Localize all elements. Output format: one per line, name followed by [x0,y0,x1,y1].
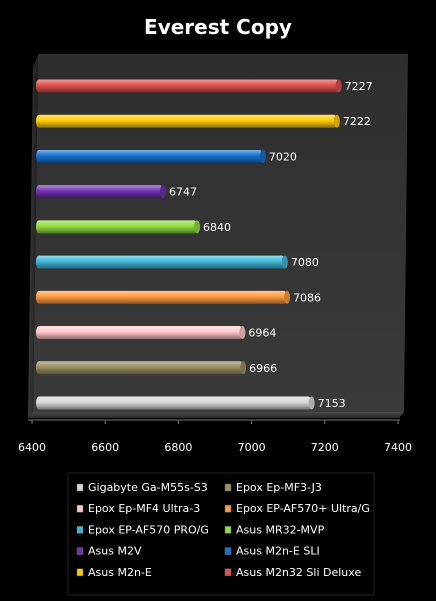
bar-value-label: 6747 [169,186,197,199]
legend-frame [67,472,375,596]
legend-swatch [76,504,84,513]
legend-label: Asus M2n-E SLI [236,545,320,558]
legend-swatch [76,547,84,555]
plot-back-wall [33,54,408,412]
bar-end-cap [284,290,291,304]
legend-swatch [76,568,84,577]
bars-group [36,79,342,410]
bar [36,361,244,375]
legend-label: Epox Ep-MF4 Ultra-3 [88,502,200,515]
bar-end-cap [240,361,247,375]
legend-swatch [224,504,232,513]
legend: Gigabyte Ga-M55s-S3 Epox Ep-MF3-J3 Epox Ep… [76,481,370,579]
bar-value-label: 7227 [345,80,373,93]
bar [36,149,263,163]
bar-end-cap [308,396,315,410]
legend-swatch [224,483,232,492]
legend-label: Gigabyte Ga-M55s-S3 [88,481,208,494]
bar [36,79,339,93]
legend-label: Epox EP-AF570+ Ultra/G [236,502,370,515]
legend-label: Asus M2n32 Sli Deluxe [236,566,361,579]
legend-swatch [224,568,232,577]
chart-title: Everest Copy [144,15,292,39]
legend-swatch [76,526,84,534]
legend-swatch [76,483,84,492]
plot-area [28,54,408,418]
value-labels-group: 7153 6966 6964 7086 7080 6840 6747 7020 7222 7227 [169,80,373,410]
bar-value-label: 7080 [291,256,319,269]
bar [36,290,288,304]
bar [36,185,164,199]
x-tick-label: 6800 [164,441,192,454]
bar-end-cap [333,114,340,128]
legend-label: Asus MR32-MVP [236,523,325,536]
legend-label: Asus M2V [88,545,142,558]
bar-value-label: 7086 [293,291,321,304]
bar-value-label: 7222 [343,115,371,128]
bar-end-cap [259,149,266,163]
bar [36,255,285,269]
bar-end-cap [335,79,342,93]
bar-end-cap [239,326,246,340]
legend-swatch [224,547,232,555]
plot-floor [28,412,404,418]
bar-end-cap [160,185,167,199]
legend-label: Asus M2n-E [88,566,152,579]
bar-end-cap [194,220,201,234]
bar-value-label: 6840 [203,221,231,234]
plot-left-wall [28,54,38,418]
x-tick-label: 7200 [311,441,339,454]
bar-value-label: 6966 [249,362,277,375]
x-tick-label: 7000 [238,441,266,454]
bar [36,396,312,410]
x-tick-label: 7400 [384,441,412,454]
x-tick-label: 6400 [18,441,46,454]
bar [36,114,337,128]
legend-label: Epox Ep-MF3-J3 [236,481,322,494]
bar [36,220,198,234]
bar-value-label: 7153 [318,397,346,410]
x-axis: 6400 6600 6800 7000 7200 7400 [18,419,412,454]
bar-value-label: 7020 [269,150,297,163]
bar [36,326,243,340]
legend-label: Epox EP-AF570 PRO/G [88,523,209,536]
x-tick-label: 6600 [91,441,119,454]
legend-swatch [224,526,232,534]
bar-value-label: 6964 [248,327,276,340]
bar-end-cap [281,255,288,269]
